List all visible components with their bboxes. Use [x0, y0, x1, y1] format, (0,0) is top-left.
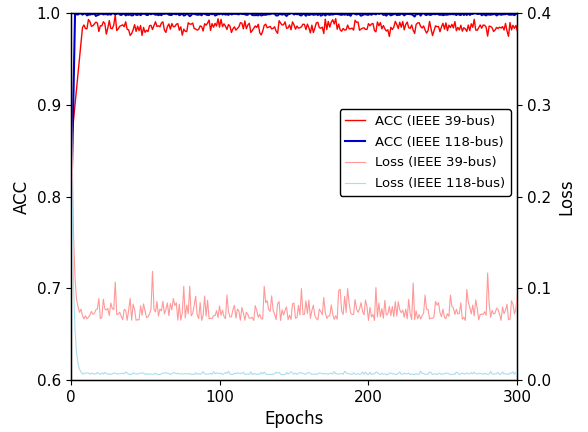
Line: Loss (IEEE 118-bus): Loss (IEEE 118-bus) [71, 13, 517, 375]
X-axis label: Epochs: Epochs [265, 410, 323, 429]
Loss (IEEE 118-bus) [372, 369, 379, 375]
ACC (IEEE 118-bus) [109, 10, 116, 16]
Loss (IEEE 118-bus) [456, 372, 463, 377]
Loss (IEEE 118-bus) [444, 371, 451, 376]
ACC (IEEE 118-bus) [374, 10, 381, 16]
Loss (IEEE 39-bus) [374, 314, 381, 320]
Loss (IEEE 39-bus) [250, 318, 258, 323]
Y-axis label: Loss: Loss [557, 178, 575, 215]
Loss (IEEE 39-bus) [483, 313, 490, 318]
ACC (IEEE 118-bus) [483, 13, 490, 18]
Loss (IEEE 118-bus) [248, 369, 255, 374]
Loss (IEEE 39-bus) [67, 29, 74, 34]
Legend: ACC (IEEE 39-bus), ACC (IEEE 118-bus), Loss (IEEE 39-bus), Loss (IEEE 118-bus): ACC (IEEE 39-bus), ACC (IEEE 118-bus), L… [340, 109, 511, 196]
ACC (IEEE 39-bus) [249, 28, 256, 33]
ACC (IEEE 39-bus) [514, 29, 521, 34]
ACC (IEEE 39-bus) [420, 23, 427, 29]
Loss (IEEE 118-bus) [514, 372, 521, 377]
ACC (IEEE 118-bus) [263, 12, 270, 17]
Loss (IEEE 39-bus) [420, 311, 427, 316]
Loss (IEEE 39-bus) [514, 292, 521, 297]
ACC (IEEE 39-bus) [445, 22, 452, 28]
ACC (IEEE 118-bus) [249, 13, 256, 18]
ACC (IEEE 39-bus) [263, 25, 270, 30]
Loss (IEEE 118-bus) [67, 10, 74, 16]
Loss (IEEE 39-bus) [248, 315, 255, 321]
Loss (IEEE 118-bus) [483, 372, 490, 377]
Loss (IEEE 39-bus) [445, 314, 452, 319]
ACC (IEEE 39-bus) [112, 12, 119, 17]
ACC (IEEE 118-bus) [514, 11, 521, 16]
Line: ACC (IEEE 39-bus): ACC (IEEE 39-bus) [71, 15, 517, 151]
Y-axis label: ACC: ACC [13, 180, 31, 213]
ACC (IEEE 39-bus) [374, 19, 381, 25]
ACC (IEEE 39-bus) [483, 25, 490, 30]
ACC (IEEE 118-bus) [67, 240, 74, 245]
ACC (IEEE 39-bus) [67, 148, 74, 153]
Loss (IEEE 118-bus) [419, 371, 426, 376]
Line: Loss (IEEE 39-bus): Loss (IEEE 39-bus) [71, 32, 517, 321]
Line: ACC (IEEE 118-bus): ACC (IEEE 118-bus) [71, 13, 517, 242]
Loss (IEEE 39-bus) [263, 298, 270, 303]
ACC (IEEE 118-bus) [420, 10, 427, 16]
ACC (IEEE 118-bus) [445, 12, 452, 17]
Loss (IEEE 118-bus) [262, 372, 269, 377]
